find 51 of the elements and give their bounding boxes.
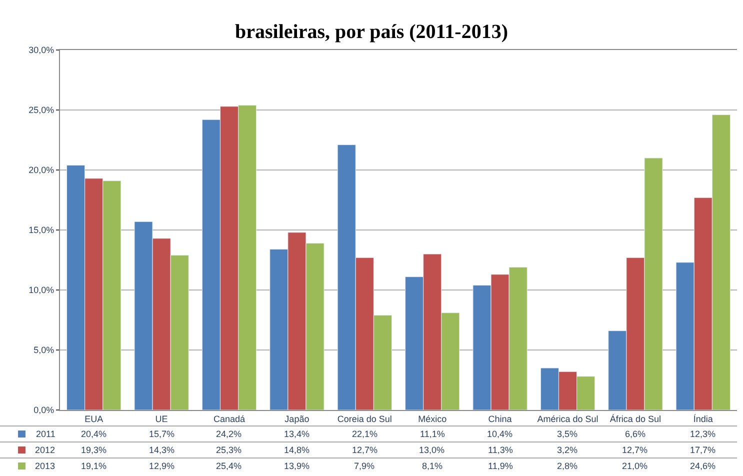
legend-label: 2012: [35, 445, 56, 455]
legend-label: 2013: [35, 461, 56, 471]
x-tick-label: Japão: [284, 414, 310, 424]
y-tick-label: 0,0%: [34, 405, 54, 416]
data-label: 11,1%: [420, 429, 445, 439]
y-tick-label: 20,0%: [28, 165, 54, 176]
data-label: 12,9%: [149, 461, 175, 471]
x-tick-label: UE: [155, 414, 168, 424]
data-label: 19,3%: [81, 445, 107, 455]
data-label: 11,3%: [488, 445, 513, 455]
data-label: 24,2%: [216, 429, 242, 439]
data-label: 2,8%: [557, 461, 578, 471]
data-label: 3,2%: [557, 445, 578, 455]
x-tick-label: México: [418, 414, 447, 424]
data-label: 13,4%: [284, 429, 310, 439]
data-label: 17,7%: [690, 445, 716, 455]
x-tick-label: Índia: [693, 414, 713, 424]
y-tick-label: 15,0%: [28, 225, 54, 236]
data-label: 21,0%: [622, 461, 648, 471]
data-label: 11,9%: [488, 461, 513, 471]
data-label: 3,5%: [557, 429, 578, 439]
x-tick-label: Coreia do Sul: [337, 414, 392, 424]
data-label: 22,1%: [352, 429, 378, 439]
data-label: 7,9%: [354, 461, 375, 471]
data-label: 13,9%: [284, 461, 310, 471]
x-tick-label: China: [488, 414, 512, 424]
data-label: 14,8%: [284, 445, 310, 455]
x-tick-label: América do Sul: [537, 414, 598, 424]
legend-label: 2011: [36, 429, 56, 439]
x-tick-label: Canadá: [213, 414, 246, 424]
data-label: 8,1%: [422, 461, 443, 471]
chart-title: brasileiras, por país (2011-2013): [235, 20, 508, 43]
y-tick-label: 25,0%: [28, 105, 54, 116]
y-tick-label: 30,0%: [28, 45, 54, 56]
data-label: 25,4%: [216, 461, 242, 471]
y-tick-label: 10,0%: [28, 285, 54, 296]
x-tick-label: EUA: [84, 414, 104, 424]
data-label: 12,7%: [352, 445, 378, 455]
data-label: 14,3%: [149, 445, 175, 455]
data-label: 15,7%: [149, 429, 175, 439]
data-label: 6,6%: [625, 429, 646, 439]
y-tick-label: 5,0%: [34, 345, 54, 356]
data-label: 20,4%: [81, 429, 107, 439]
data-label: 12,7%: [622, 445, 648, 455]
data-label: 25,3%: [216, 445, 242, 455]
data-label: 12,3%: [690, 429, 716, 439]
data-label: 24,6%: [690, 461, 716, 471]
data-label: 10,4%: [487, 429, 513, 439]
x-tick-label: África do Sul: [610, 414, 661, 424]
data-label: 19,1%: [81, 461, 107, 471]
data-label: 13,0%: [419, 445, 445, 455]
